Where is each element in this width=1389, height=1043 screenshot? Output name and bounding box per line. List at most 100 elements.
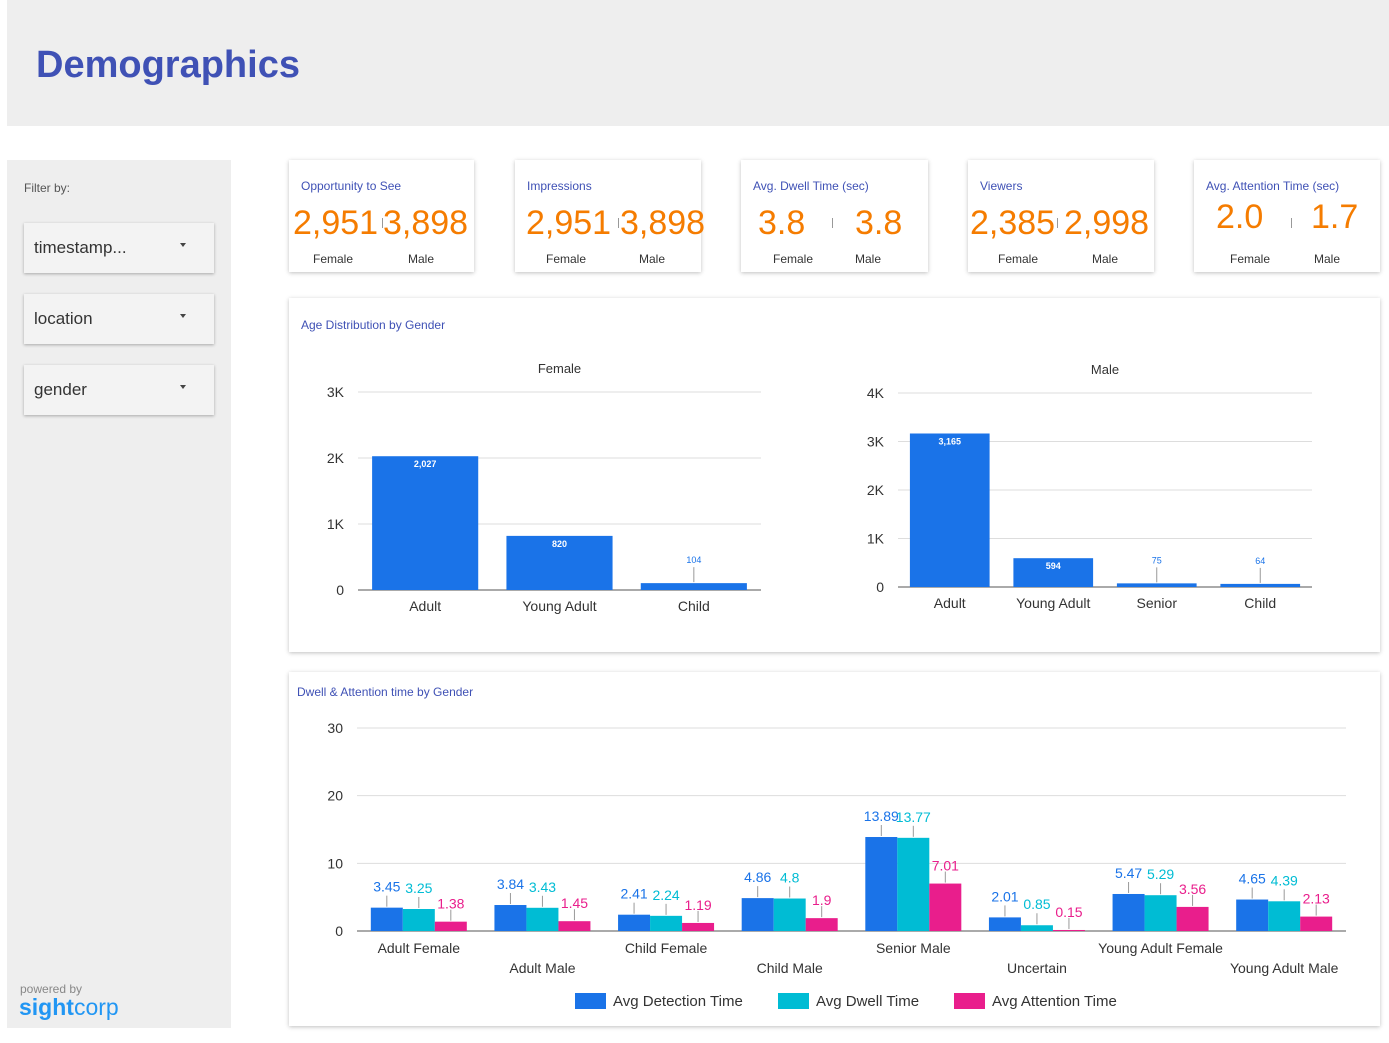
kpi-card-avg-attention-time: Avg. Attention Time (sec) 2.0 1.7 Female… bbox=[1194, 160, 1380, 272]
gender-filter-dropdown[interactable]: gender bbox=[24, 365, 214, 415]
kpi-divider bbox=[1057, 218, 1058, 228]
legend-label: Avg Detection Time bbox=[613, 993, 743, 1010]
data-label: 75 bbox=[1152, 555, 1162, 565]
x-tick-label: Child Female bbox=[625, 940, 708, 956]
y-tick-label: 1K bbox=[327, 516, 345, 532]
kpi-female-value: 2,951 bbox=[293, 204, 379, 242]
data-label: 4.65 bbox=[1239, 871, 1266, 887]
kpi-female-label: Female bbox=[1230, 252, 1271, 266]
kpi-male-value: 3.8 bbox=[855, 204, 903, 242]
kpi-card-avg-dwell-time: Avg. Dwell Time (sec) 3.8 3.8 Female Mal… bbox=[741, 160, 928, 272]
kpi-female-value: 2,385 bbox=[970, 204, 1056, 242]
chevron-down-icon bbox=[180, 314, 186, 318]
bar bbox=[897, 837, 930, 931]
bar bbox=[865, 837, 898, 931]
bar bbox=[1112, 893, 1145, 931]
bar bbox=[1236, 899, 1269, 931]
y-tick-label: 30 bbox=[327, 720, 343, 736]
gender-filter-label: gender bbox=[34, 380, 87, 399]
data-label: 5.47 bbox=[1115, 865, 1142, 881]
data-label: 3.43 bbox=[529, 879, 556, 895]
x-tick-label: Adult Male bbox=[509, 960, 575, 976]
kpi-male-value: 1.7 bbox=[1311, 198, 1359, 236]
bar bbox=[1176, 906, 1209, 931]
y-tick-label: 0 bbox=[336, 582, 344, 598]
filter-label: Filter by: bbox=[24, 181, 71, 195]
age-chart-title: Age Distribution by Gender bbox=[301, 318, 446, 332]
y-tick-label: 1K bbox=[867, 531, 885, 547]
kpi-female-label: Female bbox=[313, 252, 354, 266]
x-tick-label: Child bbox=[1244, 595, 1276, 611]
x-tick-label: Young Adult Female bbox=[1098, 940, 1223, 956]
kpi-divider bbox=[618, 218, 619, 228]
location-filter-dropdown[interactable]: location bbox=[24, 294, 214, 344]
x-tick-label: Adult bbox=[934, 595, 966, 611]
bar bbox=[1116, 583, 1197, 587]
y-tick-label: 0 bbox=[876, 579, 884, 595]
data-label: 1.38 bbox=[437, 896, 464, 912]
kpi-male-label: Male bbox=[639, 252, 666, 266]
x-tick-label: Child Male bbox=[757, 960, 823, 976]
data-label: 0.85 bbox=[1023, 896, 1050, 912]
data-label: 3.45 bbox=[373, 879, 400, 895]
y-tick-label: 4K bbox=[867, 385, 885, 401]
page-title: Demographics bbox=[36, 44, 300, 86]
kpi-female-label: Female bbox=[773, 252, 814, 266]
bar bbox=[494, 905, 527, 931]
bar bbox=[805, 918, 838, 931]
bar bbox=[526, 907, 559, 931]
data-label: 0.15 bbox=[1055, 904, 1082, 920]
kpi-title: Avg. Attention Time (sec) bbox=[1206, 179, 1340, 193]
bar bbox=[773, 898, 806, 931]
bar bbox=[558, 921, 591, 931]
x-tick-label: Senior Male bbox=[876, 940, 951, 956]
bar bbox=[909, 433, 990, 587]
kpi-card-impressions: Impressions 2,951 3,898 Female Male bbox=[515, 160, 705, 272]
bar bbox=[402, 909, 435, 931]
chart-subtitle: Male bbox=[1091, 362, 1119, 377]
y-tick-label: 0 bbox=[335, 923, 343, 939]
male-age-chart: Male 0 1K 2K 3K 4K 3,165 Adult 594 Young Adult 75 S… bbox=[867, 362, 1312, 611]
kpi-title: Viewers bbox=[980, 179, 1023, 193]
x-tick-label: Senior bbox=[1137, 595, 1178, 611]
bar bbox=[988, 917, 1021, 931]
age-distribution-card: Age Distribution by Gender Female 0 1K 2K 3K… bbox=[289, 298, 1380, 652]
data-label: 4.8 bbox=[780, 870, 800, 886]
bar bbox=[1013, 558, 1094, 587]
bar bbox=[650, 915, 683, 931]
kpi-female-value: 2.0 bbox=[1216, 198, 1264, 236]
kpi-male-label: Male bbox=[1092, 252, 1119, 266]
female-age-chart: Female 0 1K 2K 3K 2,027 Adult 820 Young Adult 104… bbox=[327, 361, 761, 614]
location-filter-label: location bbox=[34, 309, 93, 328]
data-label: 13.77 bbox=[896, 809, 931, 825]
data-label: 1.45 bbox=[561, 895, 588, 911]
logo-sight: sight bbox=[19, 994, 74, 1020]
bar bbox=[1268, 901, 1301, 931]
data-label: 3,165 bbox=[938, 436, 961, 446]
logo-corp: corp bbox=[73, 994, 119, 1020]
bar bbox=[618, 914, 651, 931]
data-label: 820 bbox=[552, 539, 567, 549]
data-label: 64 bbox=[1255, 556, 1265, 566]
kpi-card-viewers: Viewers 2,385 2,998 Female Male bbox=[968, 160, 1154, 272]
x-tick-label: Adult bbox=[409, 598, 441, 614]
dwell-chart-title: Dwell & Attention time by Gender bbox=[297, 685, 474, 699]
dwell-attention-chart: 0 10 20 30 3.45 3.25 1.38 Adult Female 3.84 3.43 1… bbox=[327, 720, 1346, 1010]
kpi-title: Avg. Dwell Time (sec) bbox=[753, 179, 869, 193]
timestamp-filter-dropdown[interactable]: timestamp... bbox=[24, 223, 214, 273]
y-tick-label: 3K bbox=[327, 384, 345, 400]
dwell-attention-card: Dwell & Attention time by Gender 0 10 20 30… bbox=[289, 672, 1380, 1026]
data-label: 13.89 bbox=[864, 808, 899, 824]
data-label: 104 bbox=[686, 555, 701, 565]
data-label: 1.9 bbox=[812, 892, 832, 908]
bar bbox=[1144, 895, 1177, 931]
chevron-down-icon bbox=[180, 243, 186, 247]
bar bbox=[1220, 583, 1301, 587]
bar bbox=[1300, 916, 1333, 931]
legend-label: Avg Dwell Time bbox=[816, 993, 919, 1010]
data-label: 3.84 bbox=[497, 876, 524, 892]
kpi-male-value: 3,898 bbox=[620, 204, 706, 242]
chart-subtitle: Female bbox=[538, 361, 581, 376]
legend-swatch bbox=[575, 993, 606, 1009]
bar bbox=[506, 535, 613, 590]
